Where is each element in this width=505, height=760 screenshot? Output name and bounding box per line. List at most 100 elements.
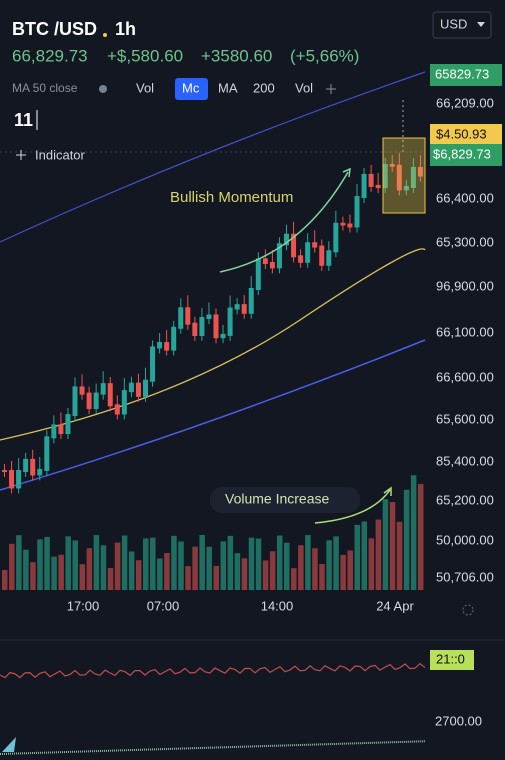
candle-body (51, 424, 57, 439)
candle-body (396, 164, 402, 191)
candle-body (192, 322, 198, 337)
volume-bar (86, 548, 93, 590)
candle-body (241, 304, 247, 314)
price-label: 66,600.00 (436, 369, 494, 384)
candle-body (255, 258, 261, 290)
ma-dot (99, 85, 107, 93)
time-label: 14:00 (261, 598, 294, 613)
volume-bar (410, 475, 417, 590)
plus-icon (16, 150, 26, 160)
volume-bar (354, 524, 360, 590)
candle-body (16, 470, 22, 489)
volume-bar (269, 551, 276, 590)
highlight-box (382, 137, 426, 214)
candle-body (368, 173, 374, 187)
candle-body (284, 233, 289, 246)
candle-body (157, 342, 163, 349)
candle-body (114, 404, 120, 415)
price-label: 50,706.00 (436, 569, 494, 584)
toolbar-button[interactable]: MA (218, 80, 238, 95)
volume-bar (403, 489, 410, 590)
volume-bar (199, 535, 205, 590)
volume-bar (291, 568, 297, 590)
volume-bar (9, 543, 15, 590)
lower-axis-label: 2700.00 (435, 713, 482, 728)
lower-line (0, 740, 426, 755)
volume-bar (305, 535, 311, 590)
price-label: 66,209.00 (436, 95, 494, 110)
volume-bar (58, 554, 64, 590)
settings-icon (326, 84, 336, 94)
volume-bar (37, 539, 43, 590)
candle-body (185, 307, 191, 325)
volume-bar (234, 553, 241, 590)
candle-body (227, 307, 233, 336)
volume-bar (30, 562, 36, 590)
volume-bar (72, 540, 78, 590)
corner-icon (2, 737, 16, 752)
candle-body (206, 314, 212, 320)
volume-bar (100, 545, 107, 590)
volume-bar (150, 537, 156, 590)
candle-body (199, 317, 205, 337)
candle-body (262, 258, 268, 264)
volume-bar (262, 560, 269, 590)
candle-body (213, 314, 219, 339)
badge-text: $4.50.93 (436, 126, 487, 141)
candle-body (403, 185, 409, 191)
time-label: 07:00 (147, 598, 180, 613)
toolbar-button[interactable]: 200 (253, 80, 275, 95)
volume-bar (417, 483, 424, 590)
candle-body (72, 386, 78, 417)
volume-bar (128, 551, 135, 590)
volume-bar (220, 541, 227, 590)
volume-bar (382, 499, 389, 590)
badge (430, 144, 502, 166)
ma-line (0, 71, 426, 243)
price-label: 66,400.00 (436, 190, 494, 205)
volume-bar (114, 542, 121, 590)
candle-body (361, 173, 367, 199)
currency[interactable]: USD (440, 16, 467, 31)
toolbar-button[interactable]: Vol (295, 80, 313, 95)
candle-body (150, 346, 156, 382)
percent: (+5,66%) (290, 46, 359, 65)
reset-icon[interactable] (462, 604, 474, 616)
price-label: 66,100.00 (436, 324, 494, 339)
currency-select[interactable] (432, 11, 492, 39)
volume-bar (16, 535, 22, 590)
volume-bar (248, 537, 255, 590)
candle-body (220, 333, 226, 339)
volume-bar (396, 521, 403, 590)
candle-body (333, 222, 339, 253)
toolbar-button[interactable]: Vol (136, 80, 154, 95)
indicator[interactable]: Indicator (35, 147, 86, 162)
volume-bar (107, 567, 114, 590)
volume-bar (347, 550, 353, 590)
ma-label: MA 50 close (12, 81, 78, 95)
price-label: 50,000.00 (436, 532, 494, 547)
volume-bar (192, 546, 198, 590)
arrow (314, 489, 391, 524)
volume-bar (79, 564, 86, 590)
volume-bar (276, 535, 283, 590)
volume-bar (171, 535, 177, 590)
input[interactable]: 11 (14, 110, 33, 130)
candle-body (354, 196, 360, 228)
change: +$,580.60 (107, 46, 183, 65)
chart-layer (0, 71, 426, 755)
candle-body (135, 382, 141, 397)
candle-body (326, 250, 332, 266)
candle-body (107, 383, 113, 407)
volume-bar (255, 538, 262, 590)
toolbar-button[interactable]: Mc (182, 80, 200, 95)
candle-body (178, 307, 184, 329)
price-label: 65,600.00 (436, 411, 494, 426)
candle-body (58, 424, 64, 435)
volume-bar (312, 548, 318, 590)
volume-bar (44, 536, 50, 590)
volume-bar (178, 541, 184, 590)
